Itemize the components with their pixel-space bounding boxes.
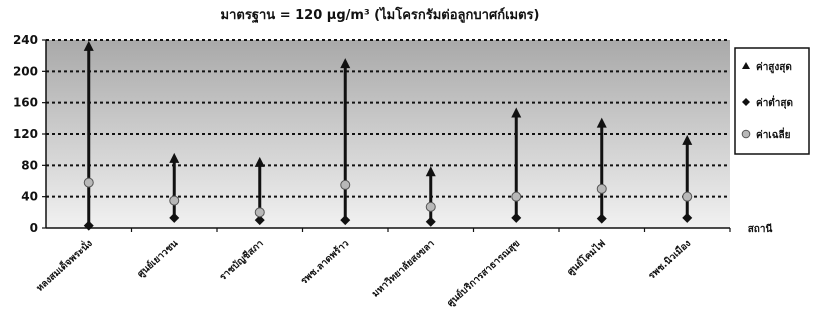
legend: ค่าสูงสุดค่าต่ำสุดค่าเฉลี่ย [734, 47, 810, 155]
y-tick-label: 0 [30, 221, 38, 235]
min-marker [511, 212, 522, 223]
mean-marker [83, 177, 94, 188]
legend-min-marker [742, 98, 750, 106]
x-tick-label: ศูนย์โคมไฟ [565, 237, 609, 279]
max-marker [340, 58, 351, 69]
min-marker [169, 212, 180, 223]
mean-marker [254, 207, 265, 218]
legend-label: ค่าต่ำสุด [756, 95, 793, 109]
max-marker [169, 152, 180, 163]
min-marker [340, 215, 351, 226]
x-tick-label: รพช.ลาดพร้าว [298, 237, 351, 287]
mean-marker [169, 195, 180, 206]
min-marker [254, 215, 265, 226]
x-axis-title: สถานี [748, 223, 773, 235]
max-marker [83, 40, 94, 51]
legend-mean-marker [741, 129, 751, 139]
y-tick-label: 80 [21, 158, 38, 172]
min-marker [682, 212, 693, 223]
y-tick-label: 200 [13, 64, 38, 78]
legend-max-marker [742, 62, 750, 69]
max-marker [511, 107, 522, 118]
y-tick-label: 120 [13, 127, 38, 141]
chart-title: มาตรฐาน = 120 µg/m³ (ไมโครกรัมต่อลูกบาศก… [221, 6, 540, 24]
y-tick-label: 40 [21, 190, 38, 204]
legend-label: ค่าสูงสุด [756, 61, 792, 74]
x-tick-label: รพช.นิวเมือง [646, 237, 694, 282]
max-marker [425, 166, 436, 177]
mean-marker [340, 179, 351, 190]
x-tick-label: ศูนย์บริการสาธารณสุข [444, 237, 522, 309]
mean-marker [511, 191, 522, 202]
max-marker [682, 134, 693, 145]
mean-marker [682, 191, 693, 202]
legend-label: ค่าเฉลี่ย [756, 127, 791, 141]
y-tick-label: 240 [13, 33, 38, 47]
x-tick-label: หลงสมเด็จพระนั่ง [32, 236, 95, 294]
max-marker [254, 156, 265, 167]
min-marker [596, 213, 607, 224]
max-marker [596, 117, 607, 128]
min-marker [425, 216, 436, 227]
mean-marker [425, 201, 436, 212]
x-tick-label: ศูนย์เยาวชน [135, 237, 182, 281]
y-tick-label: 160 [13, 96, 38, 110]
x-tick-label: มหาวิทยาลัยสงขลา [370, 238, 437, 300]
mean-marker [596, 183, 607, 194]
x-tick-label: ราชบัญชีสภา [217, 237, 266, 283]
